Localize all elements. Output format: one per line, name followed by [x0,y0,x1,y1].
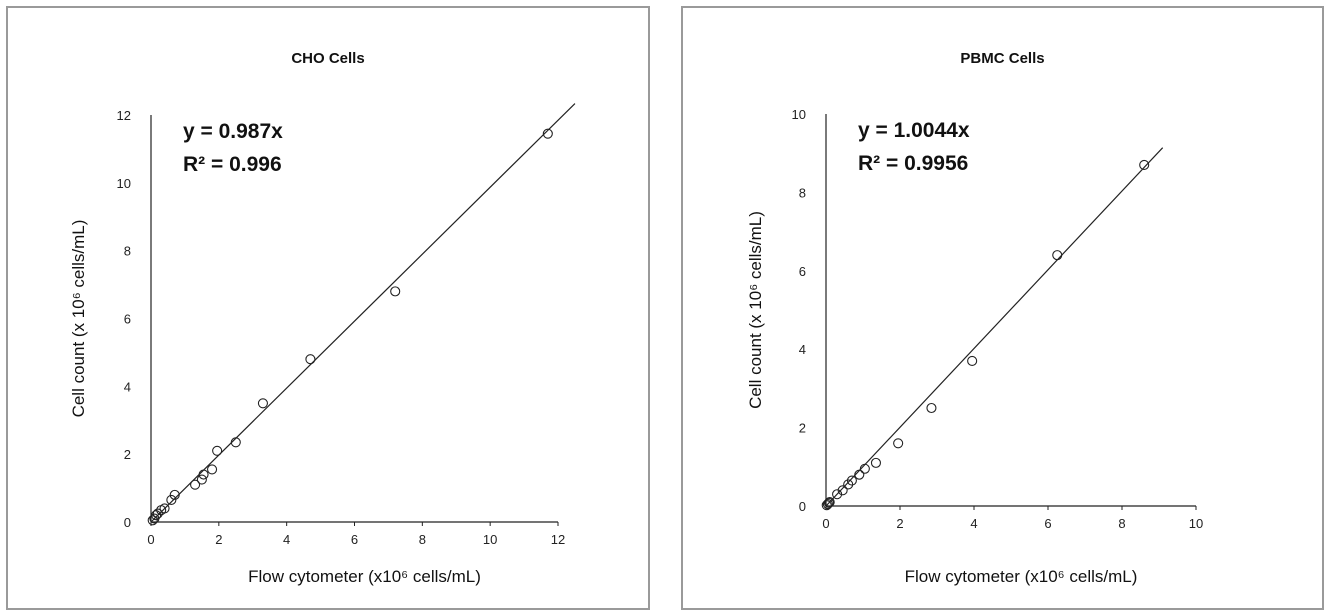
x-tick-label: 4 [283,532,290,547]
x-tick-label: 10 [1189,516,1203,531]
x-axis-label: Flow cytometer (x10⁶ cells/mL) [905,567,1138,586]
data-point [870,457,881,468]
y-tick-label: 0 [124,515,131,530]
data-point [821,500,832,511]
y-tick-label: 8 [124,244,131,259]
cho-chart-panel: CHO Cells 0 2 4 6 8 10 12 0 2 4 6 8 10 12 y = 0.987x R²… [6,6,650,610]
data-point [212,445,223,456]
data-point [893,438,904,449]
y-tick-label: 2 [799,421,806,436]
y-tick-label: 8 [799,185,806,200]
y-tick-label: 10 [792,107,806,122]
data-point [822,498,833,510]
data-point [967,355,978,367]
data-point [152,508,163,519]
data-point [166,494,177,506]
x-tick-label: 12 [551,532,565,547]
data-point [151,510,162,521]
data-point [305,354,316,365]
data-point [196,474,207,485]
pbmc-chart-panel: PBMC Cells 0 2 4 6 8 10 0 2 4 6 8 10 y = 1.0044x R² =… [681,6,1324,610]
y-tick-label: 6 [799,264,806,279]
data-point [1139,159,1150,171]
y-tick-label: 2 [124,447,131,462]
y-tick-label: 4 [124,379,131,394]
y-tick-label: 10 [117,176,131,191]
x-tick-label: 6 [351,532,358,547]
data-point [207,464,218,475]
data-point [257,398,268,409]
y-axis-label: Cell count (x 10⁶ cells/mL) [746,211,765,409]
data-point [823,497,835,508]
trendline-equation: y = 1.0044x [858,119,970,142]
y-tick-label: 0 [799,499,806,514]
data-point [854,469,865,480]
data-point [190,479,201,490]
x-tick-label: 0 [822,516,829,531]
data-point [542,128,553,139]
data-point [859,463,870,474]
trendline [825,147,1164,507]
x-tick-label: 4 [970,516,977,531]
y-tick-label: 4 [799,342,806,357]
data-point [846,475,857,486]
y-axis-label: Cell count (x 10⁶ cells/mL) [69,220,88,418]
cho-chart-plot: 0 2 4 6 8 10 12 0 2 4 6 8 10 12 y = 0.987x R² = 0.996 Fl… [69,103,576,586]
data-point [824,497,835,508]
y-tick-label: 6 [124,312,131,327]
x-axis-label: Flow cytometer (x10⁶ cells/mL) [248,567,481,586]
trendline-equation: y = 0.987x [183,120,283,143]
x-tick-label: 10 [483,532,497,547]
x-tick-label: 2 [215,532,222,547]
data-point [169,489,180,500]
data-point [147,515,158,526]
chart-title: CHO Cells [291,50,365,67]
r-squared-label: R² = 0.996 [183,153,282,176]
pbmc-chart-plot: 0 2 4 6 8 10 0 2 4 6 8 10 y = 1.0044x R² = 0.9956 Flow… [746,107,1203,586]
x-tick-label: 8 [1118,516,1125,531]
data-point [837,485,848,496]
data-point [1052,250,1063,261]
x-tick-label: 6 [1044,516,1051,531]
r-squared-label: R² = 0.9956 [858,152,968,175]
data-point [230,437,241,448]
x-tick-label: 2 [896,516,903,531]
y-tick-label: 12 [117,108,131,123]
x-tick-label: 0 [147,532,154,547]
data-point [390,286,401,297]
chart-title: PBMC Cells [960,50,1045,67]
data-point [159,503,170,514]
data-point [198,469,209,480]
x-tick-label: 8 [419,532,426,547]
data-point [926,402,937,414]
